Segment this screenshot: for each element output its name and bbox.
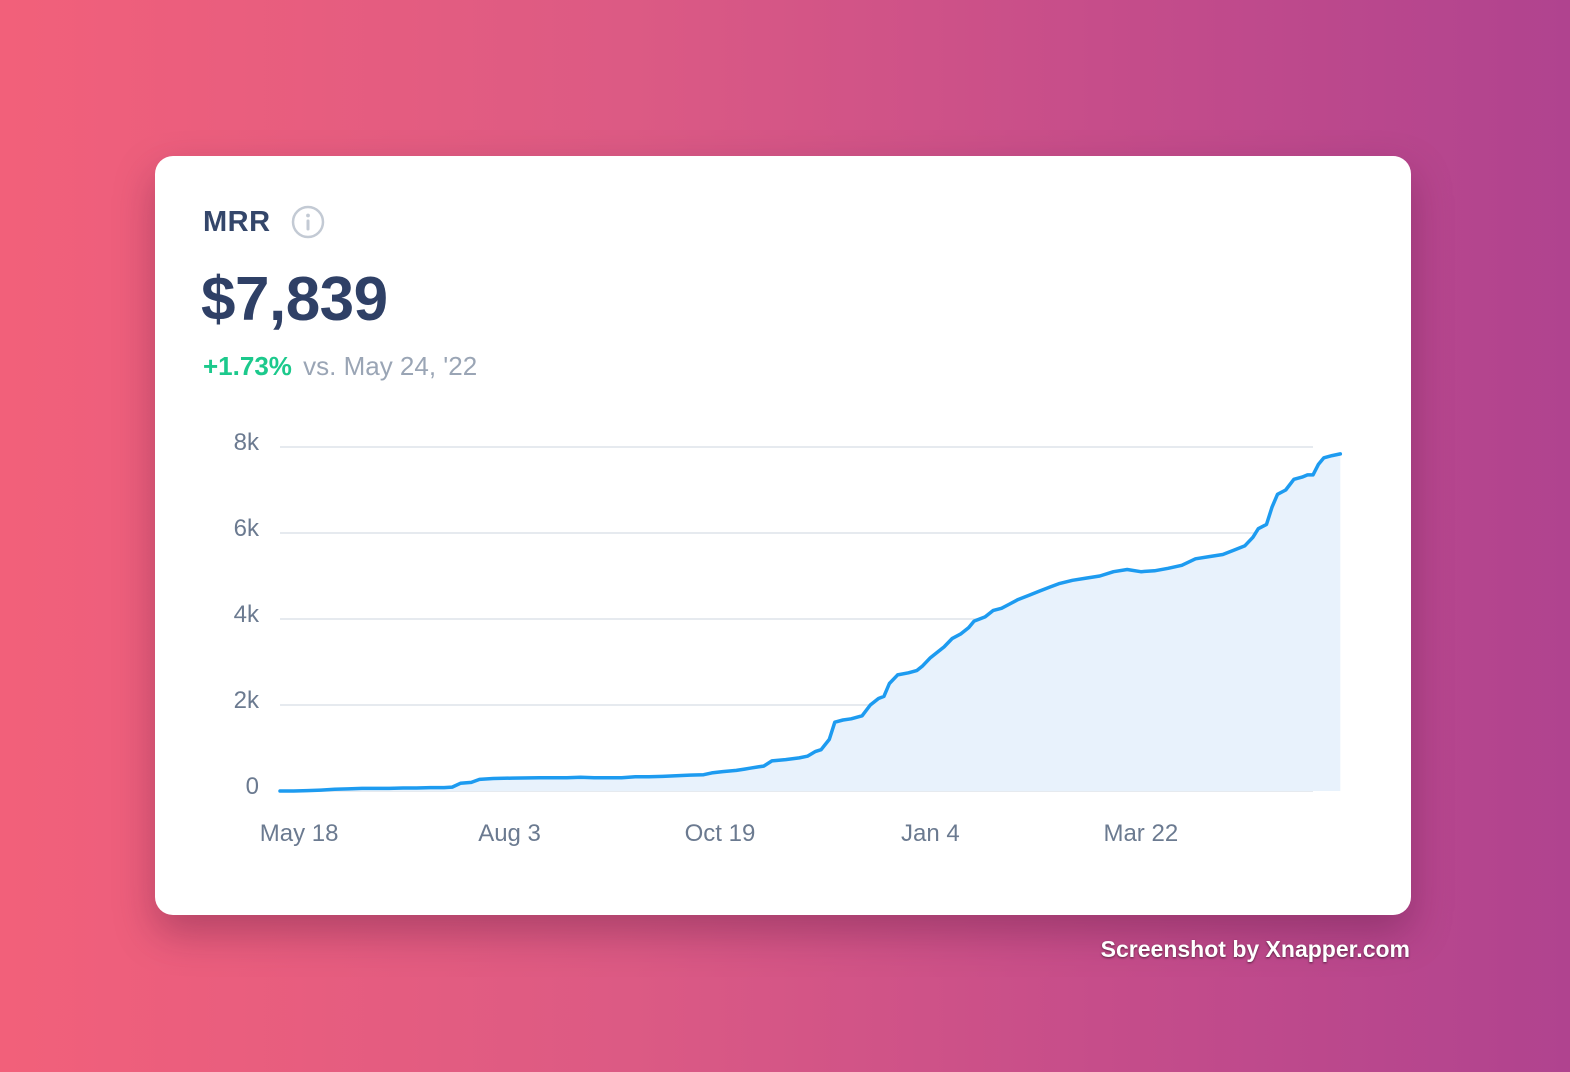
y-tick-label: 8k [234, 429, 260, 456]
mrr-series-line [278, 452, 1343, 793]
mrr-card: MRR $7,839 +1.73% vs. May 24, '22 8k 6k 4k… [155, 156, 1411, 915]
comparison-label: vs. May 24, '22 [303, 351, 478, 381]
screenshot-credit: Screenshot by Xnapper.com [1100, 936, 1410, 962]
x-tick-label: Oct 19 [685, 820, 756, 847]
x-tick-label: Mar 22 [1103, 820, 1178, 847]
mrr-value: $7,839 [201, 265, 388, 334]
y-tick-label: 6k [234, 515, 260, 542]
mrr-area-fill [280, 453, 1341, 791]
delta-percentage: +1.73% [203, 351, 292, 381]
card-title: MRR [203, 205, 271, 238]
y-tick-label: 0 [246, 773, 259, 800]
x-tick-label: Aug 3 [478, 820, 541, 847]
x-tick-label: May 18 [260, 820, 339, 847]
x-tick-label: Jan 4 [901, 820, 960, 847]
comparison-row: +1.73% vs. May 24, '22 [203, 351, 477, 382]
card-header: MRR [203, 204, 325, 240]
y-tick-label: 2k [234, 687, 260, 714]
y-tick-label: 4k [234, 601, 260, 628]
info-icon[interactable] [291, 205, 325, 239]
